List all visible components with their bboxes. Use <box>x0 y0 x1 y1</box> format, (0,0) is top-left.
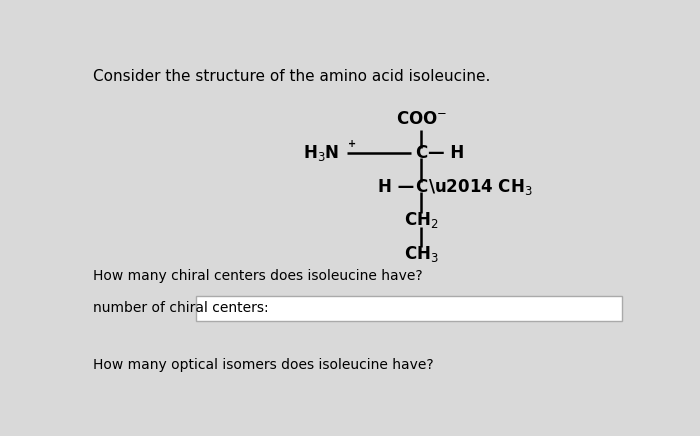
Text: number of chiral centers:: number of chiral centers: <box>93 301 269 315</box>
Text: CH$_3$: CH$_3$ <box>404 244 438 264</box>
Text: COO$^{-}$: COO$^{-}$ <box>395 110 447 129</box>
Text: H$_3$N: H$_3$N <box>302 143 339 163</box>
Text: — H: — H <box>428 144 464 162</box>
Text: +: + <box>348 139 356 149</box>
Text: H —: H — <box>379 177 414 196</box>
FancyBboxPatch shape <box>196 296 622 321</box>
Text: C: C <box>415 144 427 162</box>
Text: How many chiral centers does isoleucine have?: How many chiral centers does isoleucine … <box>93 269 423 283</box>
Text: CH$_2$: CH$_2$ <box>404 210 438 230</box>
Text: Consider the structure of the amino acid isoleucine.: Consider the structure of the amino acid… <box>93 69 490 84</box>
Text: \u2014 CH$_3$: \u2014 CH$_3$ <box>428 177 533 197</box>
Text: How many optical isomers does isoleucine have?: How many optical isomers does isoleucine… <box>93 358 433 372</box>
Text: C: C <box>415 177 427 196</box>
